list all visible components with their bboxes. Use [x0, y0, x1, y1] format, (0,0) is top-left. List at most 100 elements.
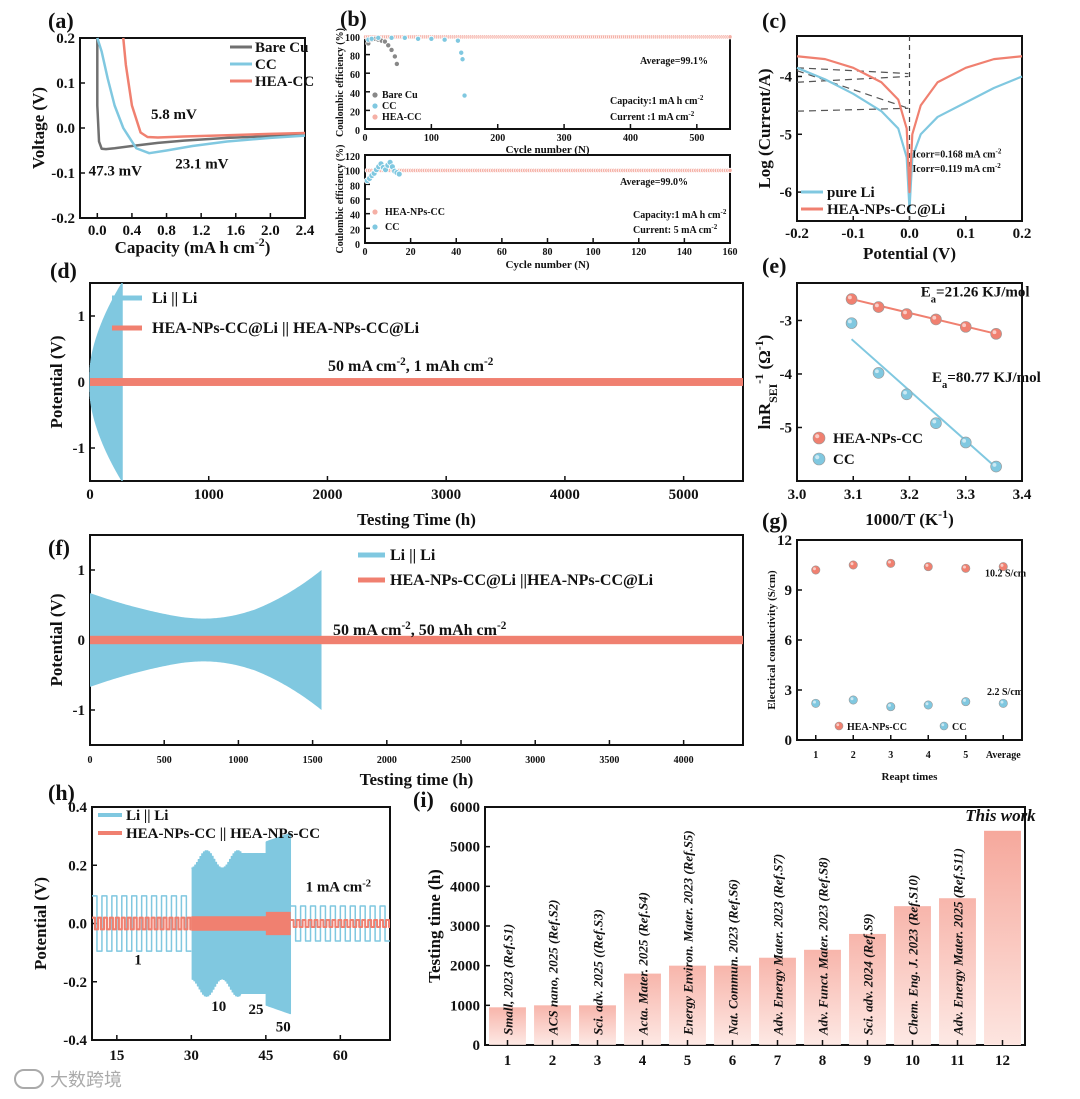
panel-e-ytick-label: -4 — [780, 367, 793, 383]
panel-h-ytick-label: -0.2 — [63, 975, 87, 991]
panel-i-ytick-label: 1000 — [450, 998, 480, 1014]
panel-g-ylabel: Electrical conductivity (S/cm) — [766, 570, 778, 710]
panel-e-ylabel-part: -1 — [752, 374, 766, 384]
panel-g-point-HEA-NPs-CC-shine — [850, 562, 854, 566]
panel-a-ytick-label: 0.1 — [56, 76, 75, 92]
panel-g-xtick-label: Average — [986, 750, 1021, 761]
panel-b2-capacity-part: Capacity:1 mA h cm — [633, 210, 721, 221]
panel-c-xtick-label: 0.0 — [900, 226, 919, 242]
panel-c-ytick-label: -5 — [780, 127, 793, 143]
panel-b1-point — [393, 60, 400, 67]
panel-e-legend-swatch-shine — [815, 455, 820, 460]
panel-e-xtick-label: 3.1 — [844, 487, 863, 503]
panel-h-label: (h) — [48, 780, 75, 805]
panel-e-point-HEA-NPs-CC — [900, 308, 913, 320]
panel-e-point-CC-shine — [962, 438, 967, 443]
panel-g-label: (g) — [762, 508, 788, 533]
panel-a-xtick-label: 2.4 — [296, 223, 315, 239]
panel-b1-average: Average=99.1% — [640, 56, 708, 67]
panel-h-line-red-50 — [265, 911, 291, 936]
panel-f-line-red — [90, 635, 743, 645]
panel-i-xtick-label: 12 — [995, 1053, 1010, 1066]
watermark: 大数跨境 — [14, 1066, 122, 1092]
panel-b1-xlabel: Cycle number (N) — [505, 144, 589, 156]
panel-h-line-red-end — [290, 919, 391, 928]
panel-i-xtick-label: 6 — [729, 1053, 737, 1066]
panel-c-xlabel: Potential (V) — [863, 244, 956, 263]
panel-b2-xtick-label: 140 — [677, 247, 692, 258]
panel-c-xtick-label: 0.2 — [1013, 226, 1032, 242]
panel-b2-xtick-label: 60 — [497, 247, 507, 258]
panel-d-xtick-label: 1000 — [194, 487, 224, 503]
panel-e-ytick-label: -5 — [780, 420, 793, 436]
panel-f-xtick-label: 0 — [88, 755, 93, 766]
panel-f-xtick-label: 1500 — [303, 755, 323, 766]
panel-c-annotation-part: Icorr=0.119 mA cm — [912, 164, 995, 175]
panel-b2-current-part: Current: 5 mA cm — [633, 225, 712, 236]
panel-i-xtick-label: 8 — [819, 1053, 827, 1066]
panel-e-ytick-label: -3 — [780, 313, 793, 329]
panel-i-bar — [624, 973, 661, 1045]
panel-b1-legend-label: HEA-CC — [382, 112, 421, 123]
panel-g-legend-label: CC — [952, 722, 966, 733]
panel-f-xlabel: Testing time (h) — [360, 770, 474, 789]
panel-e-ea-blue-part: =80.77 KJ/mol — [947, 370, 1041, 386]
panel-g-point-CC — [811, 698, 821, 708]
panel-e-point-HEA-NPs-CC — [930, 313, 942, 326]
panel-g-point-HEA-NPs-CC — [848, 560, 858, 570]
panel-c-tafel-line — [796, 67, 909, 75]
panel-g-point-HEA-NPs-CC — [886, 558, 896, 568]
panel-f-condition-part: 50 mA cm — [333, 622, 402, 639]
panel-h-legend-label: HEA-NPs-CC || HEA-NPs-CC — [126, 826, 320, 842]
panel-b2-xtick-label: 40 — [451, 247, 461, 258]
panel-c-xtick-label: -0.1 — [841, 226, 865, 242]
panel-c-line-HEA-NPs-CC@Li — [796, 55, 1023, 194]
panel-a-ytick-label: 0.0 — [56, 121, 75, 137]
panel-i-bar — [534, 1005, 571, 1045]
panel-b1-xtick-label: 200 — [490, 133, 505, 144]
panel-b1-legend-swatch — [371, 91, 379, 99]
panel-d-line-red — [90, 378, 743, 386]
panel-g-annotation-blue: 2.2 S/cm — [987, 687, 1024, 698]
panel-g-point-HEA-NPs-CC — [961, 563, 971, 573]
panel-e-point-CC-shine — [903, 390, 907, 395]
panel-g-xtick-label: 4 — [926, 750, 931, 761]
panel-b1-xtick-label: 400 — [623, 133, 638, 144]
panel-g-point-HEA-NPs-CC-shine — [925, 563, 929, 567]
panel-b2-legend-swatch — [371, 223, 379, 231]
panel-i-xtick-label: 9 — [864, 1053, 872, 1066]
panel-e-point-HEA-NPs-CC-shine — [874, 303, 879, 308]
panel-c-annotation: Icorr=0.119 mA cm-2 — [912, 162, 1001, 175]
panel-b2-legend-swatch — [371, 208, 379, 216]
panel-b2-point — [395, 170, 403, 178]
panel-f-label: (f) — [48, 535, 70, 560]
panel-g-legend-swatch-shine — [836, 723, 840, 727]
panel-e-point-CC-shine — [932, 419, 937, 424]
panel-i-bar — [489, 1007, 526, 1045]
panel-b2-ytick-label: 100 — [345, 167, 360, 178]
panel-f-legend-label: Li || Li — [390, 547, 436, 564]
panel-e-legend-swatch-shine — [815, 434, 820, 439]
panel-i: (i) 0 1000 2000 3000 4000 5000 6000 Testing time… — [413, 787, 1036, 1066]
panel-g-ytick-label: 6 — [785, 633, 793, 649]
panel-b2-legend-label: CC — [385, 222, 399, 233]
panel-b2-xtick-label: 0 — [363, 247, 368, 258]
panel-e-point-CC-shine — [847, 319, 852, 324]
panel-i-ytick-label: 6000 — [450, 800, 480, 816]
panel-i-ytick-label: 2000 — [450, 959, 480, 975]
watermark-text: 大数跨境 — [50, 1070, 122, 1091]
panel-a-ytick-label: 0.2 — [56, 31, 75, 47]
panel-i-xtick-label: 11 — [950, 1053, 964, 1066]
panel-i-xtick-label: 3 — [594, 1053, 602, 1066]
panel-b1-point — [401, 34, 408, 41]
panel-i-ytick-label: 5000 — [450, 840, 480, 856]
panel-f-condition-part: , 50 mAh cm — [411, 622, 498, 639]
panel-i-ref-label: Adv. Energy Mater. 2023 (Ref.S7) — [771, 854, 786, 1036]
panel-h-xtick-label: 60 — [333, 1048, 348, 1064]
panel-g-legend-swatch — [834, 721, 844, 731]
panel-c-xtick-label: -0.2 — [785, 226, 809, 242]
panel-f-xtick-label: 2500 — [451, 755, 471, 766]
panel-b1-ytick-label: 80 — [350, 52, 360, 63]
panel-b1-legend-label: Bare Cu — [382, 90, 418, 101]
